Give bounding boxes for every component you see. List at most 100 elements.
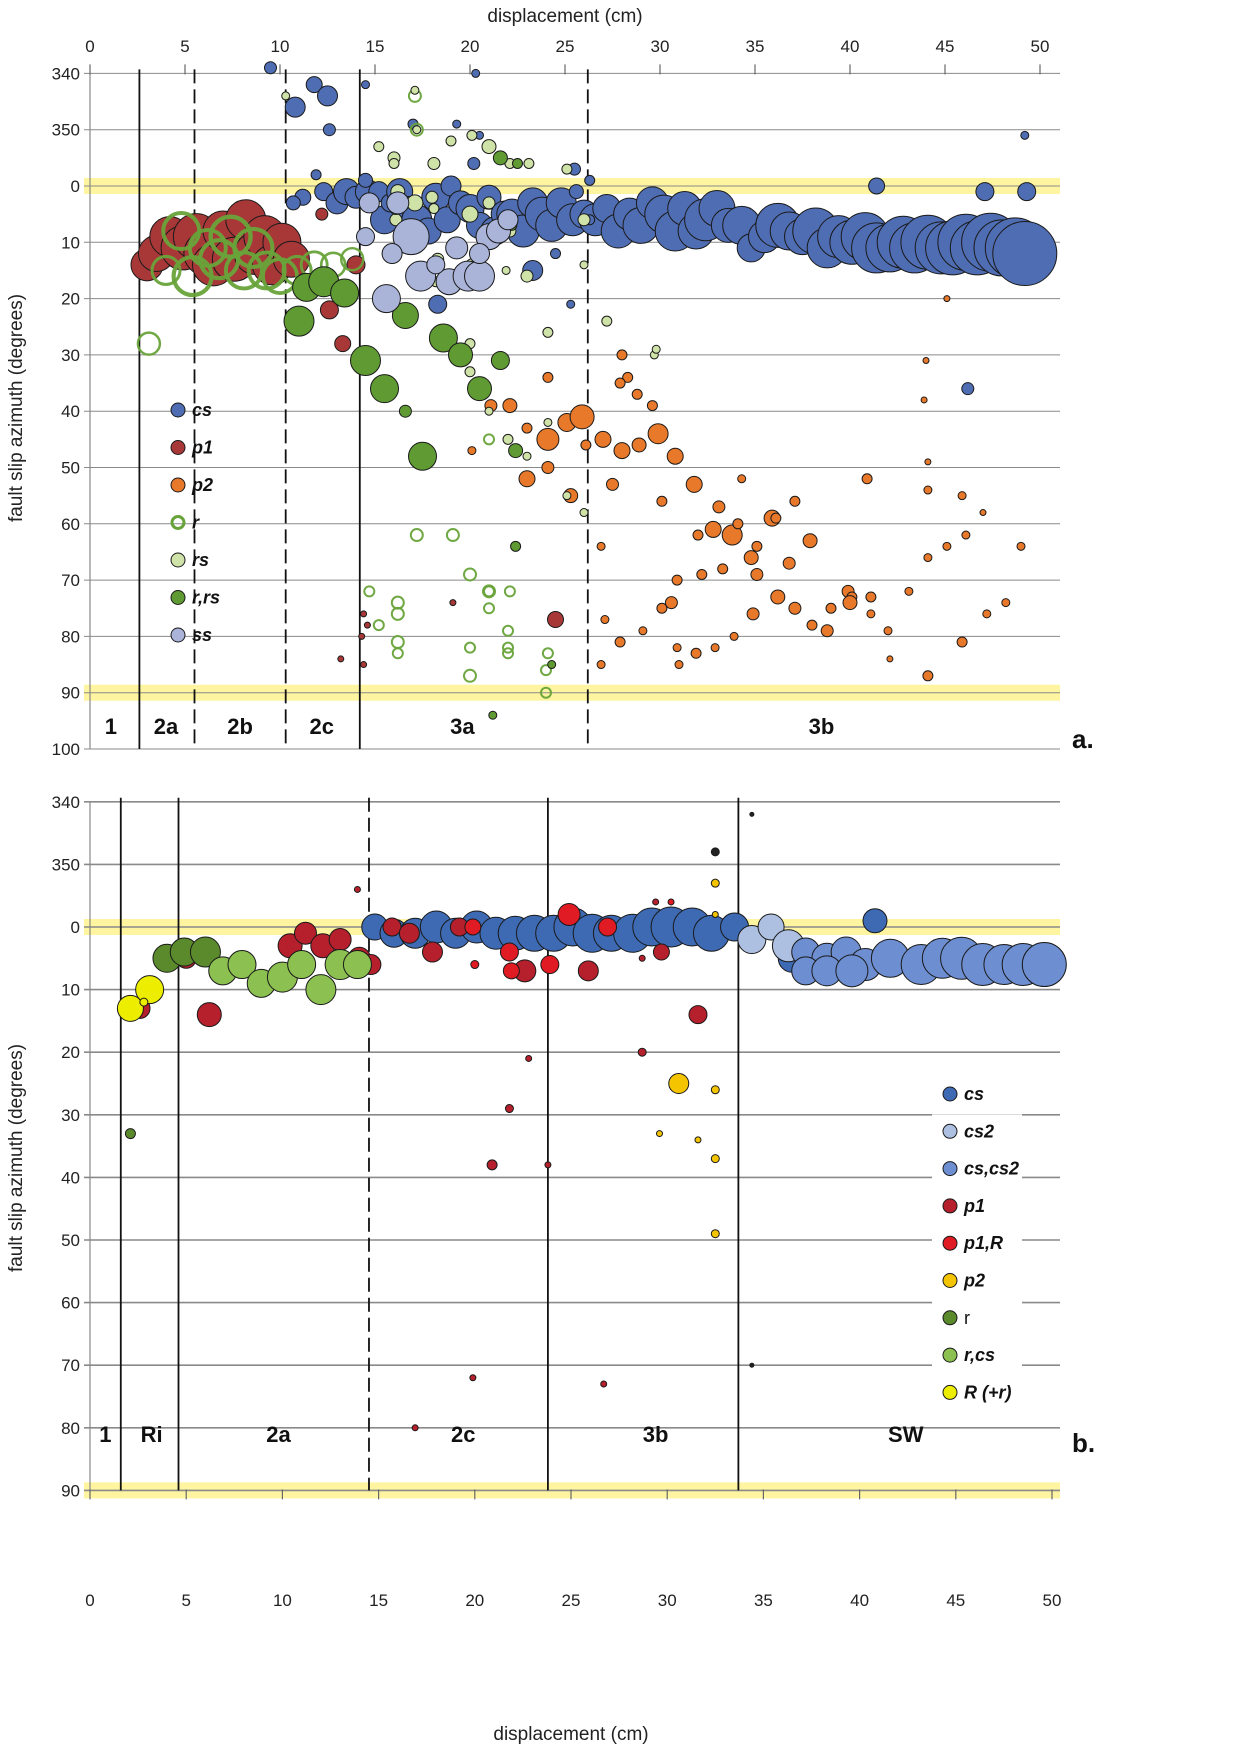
bubble-p2 <box>750 567 764 581</box>
bubble-p2 <box>600 615 610 625</box>
bubble-p2 <box>956 636 968 648</box>
bubble-rs <box>466 129 478 141</box>
bubble-rs <box>445 135 457 147</box>
bubble-p2 <box>502 398 518 414</box>
bubble-rs <box>461 205 479 223</box>
bubble-rs <box>543 417 553 427</box>
legend-label: cs <box>192 400 212 420</box>
bubble-ss <box>356 227 375 247</box>
bubble-cs <box>285 195 301 211</box>
legend-marker <box>170 402 186 418</box>
x-tick-label: 45 <box>946 1591 965 1610</box>
panel-label: a. <box>1072 724 1094 754</box>
bubble-p1 <box>469 1374 477 1382</box>
bubble-cs <box>975 182 995 202</box>
bubble-p2 <box>656 602 668 614</box>
bubble-p2 <box>606 477 619 491</box>
bubble-p1 <box>486 1159 498 1171</box>
bubble-rs <box>481 139 497 155</box>
x-tick-label: 40 <box>841 37 860 56</box>
legend-marker <box>942 1123 958 1139</box>
bubble-r <box>463 668 477 683</box>
bubble-p2 <box>694 1136 702 1144</box>
bubble-r-rs <box>398 404 412 418</box>
bubble-rs <box>601 315 613 327</box>
bubble-p2 <box>646 400 658 412</box>
bubble-p2 <box>743 550 759 566</box>
stage-label: Ri <box>141 1422 163 1447</box>
bubble-r <box>223 250 264 291</box>
bubble-p2 <box>616 349 628 361</box>
bubble-r <box>409 122 424 137</box>
bubble-r <box>502 624 514 637</box>
bubble-p2 <box>922 357 930 365</box>
bubble-p1 <box>337 655 345 663</box>
bubble-r <box>445 528 460 543</box>
bubble-cs <box>868 177 886 195</box>
y-tick-label: 340 <box>52 793 80 812</box>
bubble-r-rs <box>512 157 523 169</box>
x-axis-title: displacement (cm) <box>487 6 642 27</box>
y-tick-label: 40 <box>61 402 80 421</box>
legend-marker <box>942 1161 958 1177</box>
x-tick-label: 45 <box>936 37 955 56</box>
bubble-rs <box>577 213 591 227</box>
bubble-p2 <box>802 533 818 549</box>
bubble-rs <box>412 125 422 135</box>
bubble-cs-cs2 <box>1021 942 1067 988</box>
y-tick-label: 60 <box>61 515 80 534</box>
bubble-p1 <box>334 335 352 353</box>
bubble-cs <box>305 76 323 94</box>
bubble-p2 <box>542 371 554 383</box>
x-tick-label: 50 <box>1031 37 1050 56</box>
bubble-p2 <box>979 509 987 517</box>
bubble-p2 <box>467 446 477 456</box>
bubble-p2 <box>942 541 952 551</box>
bubble-p1-r <box>499 942 519 962</box>
bubble-r <box>483 602 495 615</box>
bubble-p2 <box>820 624 834 638</box>
bubble-p2 <box>924 458 932 466</box>
bubble-rs <box>427 156 441 170</box>
bubble-r <box>540 686 552 699</box>
bubble-p2 <box>729 631 739 641</box>
bubble-r <box>483 585 495 598</box>
bubble-p2 <box>710 878 720 888</box>
panel-a: 340 350 0 10 20 30 40 50 60 70 80 90 100 0 5 10 15 20 25 30… <box>6 6 1094 759</box>
y-tick-label: 0 <box>71 177 80 196</box>
bubble-r-rs <box>428 323 458 353</box>
bubble-r <box>463 567 477 582</box>
stage-label: 3b <box>643 1422 669 1447</box>
bubble-cs <box>467 156 481 170</box>
bubble-r <box>391 647 404 660</box>
x-tick-label: 15 <box>369 1591 388 1610</box>
bubble-r <box>390 606 405 621</box>
y-tick-label: 70 <box>61 571 80 590</box>
bubble-p2 <box>957 491 967 501</box>
bubble-p1 <box>638 954 646 962</box>
bubble-r-r- <box>135 975 165 1005</box>
bubble-rs <box>542 326 554 338</box>
legend-label: p2 <box>191 475 213 495</box>
bubble-rs <box>428 203 440 215</box>
bubble-p2 <box>883 626 893 636</box>
bubble-p2 <box>710 1085 720 1095</box>
bubble-rs <box>561 163 573 175</box>
bubble-cs <box>310 169 322 181</box>
bubble-cs <box>317 85 338 107</box>
bubble-p1 <box>544 1161 552 1169</box>
stage-label: 3b <box>809 714 835 739</box>
bubble-p2 <box>656 495 668 507</box>
x-tick-label: 10 <box>271 37 290 56</box>
bubble-rs <box>562 491 572 501</box>
legend-marker <box>942 1384 958 1400</box>
bubble-r <box>482 584 496 599</box>
bubble-ss <box>386 191 410 215</box>
bubble-rs <box>388 157 400 169</box>
bubble-p2 <box>1016 541 1026 551</box>
bubble-p2 <box>710 1154 720 1164</box>
bubble-other <box>710 847 720 857</box>
bubble-r <box>363 585 376 598</box>
y-tick-label: 50 <box>61 459 80 478</box>
bubble-r-rs <box>448 342 473 368</box>
